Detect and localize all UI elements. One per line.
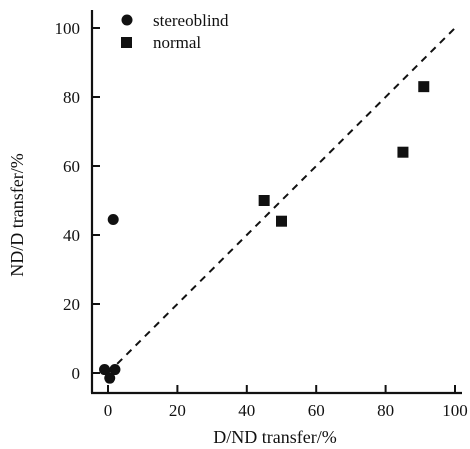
legend-marker-normal — [121, 37, 132, 48]
y-tick-label: 40 — [63, 226, 80, 245]
x-tick-label: 40 — [238, 401, 255, 420]
data-points — [99, 81, 430, 384]
identity-reference-line — [107, 27, 456, 374]
legend-label-normal: normal — [153, 33, 201, 52]
x-axis-title: D/ND transfer/% — [213, 427, 336, 447]
data-point-normal — [397, 146, 409, 158]
x-tick-label: 0 — [104, 401, 113, 420]
x-tick-label: 20 — [169, 401, 186, 420]
y-axis-ticks: 0 20 40 60 80 100 — [55, 19, 100, 383]
x-tick-label: 100 — [442, 401, 468, 420]
x-axis-ticks: 0 20 40 60 80 100 — [104, 385, 468, 420]
data-point-normal — [276, 215, 287, 227]
y-tick-label: 20 — [63, 295, 80, 314]
y-tick-label: 80 — [63, 88, 80, 107]
legend-label-stereoblind: stereoblind — [153, 11, 229, 30]
x-tick-label: 80 — [377, 401, 394, 420]
data-point-stereoblind — [109, 364, 121, 376]
x-tick-label: 60 — [308, 401, 325, 420]
data-point-normal — [258, 195, 270, 206]
y-tick-label: 100 — [55, 19, 81, 38]
legend-marker-stereoblind — [121, 14, 133, 26]
data-point-stereoblind — [99, 364, 111, 376]
y-tick-label: 60 — [63, 157, 80, 176]
data-point-normal — [418, 81, 430, 93]
data-point-stereoblind — [107, 213, 119, 225]
y-axis-title: ND/D transfer/% — [7, 153, 27, 276]
data-point-stereoblind — [104, 372, 116, 384]
legend: stereoblind normal — [121, 11, 229, 52]
y-tick-label: 0 — [72, 364, 81, 383]
